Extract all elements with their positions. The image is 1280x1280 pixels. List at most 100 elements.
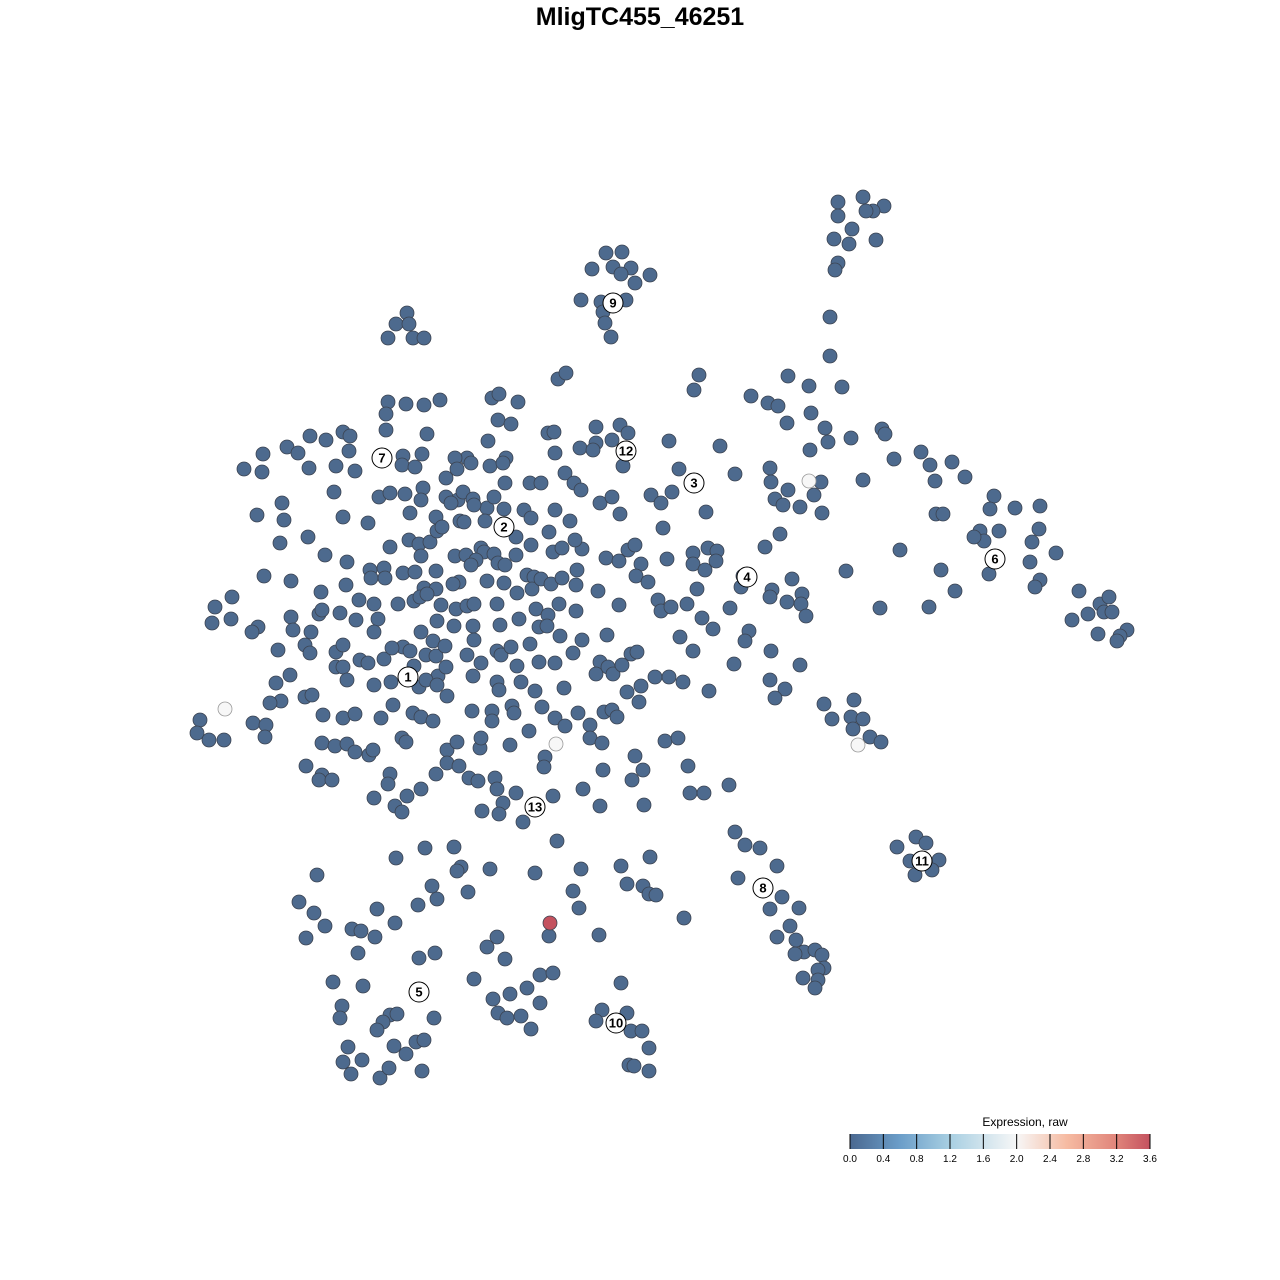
data-point [752,840,768,856]
data-point [727,466,743,482]
data-point [697,562,713,578]
data-point [592,495,608,511]
data-point [770,398,786,414]
colorbar-tick-label: 3.6 [1143,1154,1157,1165]
data-point [762,672,778,688]
data-point [407,564,423,580]
cluster-label-text: 9 [609,296,616,311]
data-point [708,553,724,569]
data-point [490,412,506,428]
data-point [935,506,951,522]
data-point [588,419,604,435]
data-point [827,262,843,278]
data-point [427,945,443,961]
data-point [366,790,382,806]
data-point [386,1038,402,1054]
data-point [401,316,417,332]
data-point [841,236,857,252]
data-point [573,861,589,877]
data-point [762,901,778,917]
data-point [425,713,441,729]
data-point [394,804,410,820]
data-point [300,529,316,545]
data-point [438,659,454,675]
data-point [434,519,450,535]
data-point [311,772,327,788]
data-point [689,581,705,597]
data-point [262,695,278,711]
data-point [838,563,854,579]
data-point [814,947,830,963]
data-point [844,221,860,237]
data-point [611,597,627,613]
data-point [830,194,846,210]
colorbar-tick-label: 2.0 [1010,1154,1024,1165]
data-point [727,824,743,840]
data-point [426,1010,442,1026]
data-point [216,732,232,748]
data-point [489,781,505,797]
data-point [354,1052,370,1068]
data-point [604,489,620,505]
data-point [341,443,357,459]
data-point [446,618,462,634]
data-point [480,433,496,449]
data-point [433,597,449,613]
data-point [428,766,444,782]
data-point [763,474,779,490]
data-point [816,696,832,712]
colorbar-tick-label: 1.6 [976,1154,990,1165]
data-point [549,833,565,849]
data-point [792,499,808,515]
data-point [383,674,399,690]
data-point [236,461,252,477]
data-point [283,609,299,625]
data-point [806,487,822,503]
data-point [503,416,519,432]
data-point [642,267,658,283]
data-point [599,627,615,643]
chart-title: MligTC455_46251 [535,3,745,31]
data-point [416,330,432,346]
data-point [705,621,721,637]
data-point [244,624,260,640]
data-point [830,208,846,224]
data-point [820,434,836,450]
data-point [378,422,394,438]
data-point [642,849,658,865]
data-point [568,577,584,593]
data-point [1027,579,1043,595]
data-point [224,589,240,605]
data-point [701,683,717,699]
data-point [506,705,522,721]
data-point [1080,606,1096,622]
data-point [313,584,329,600]
data-point [465,618,481,634]
data-point [443,495,459,511]
data-point [432,392,448,408]
data-point [491,806,507,822]
data-point [547,445,563,461]
data-point [556,680,572,696]
data-point [685,556,701,572]
data-point [332,1010,348,1026]
data-point [428,648,444,664]
data-point [410,897,426,913]
data-point [272,535,288,551]
data-point [663,599,679,615]
data-point [822,309,838,325]
data-point [335,509,351,525]
data-point [328,458,344,474]
cluster-label: 10 [605,1012,627,1034]
data-point [872,600,888,616]
data-point [317,918,333,934]
data-point [268,675,284,691]
cluster-label-text: 11 [915,854,929,869]
data-point [437,638,453,654]
data-point [398,734,414,750]
data-point [551,596,567,612]
data-point [519,980,535,996]
data-point [743,388,759,404]
data-point [1048,545,1064,561]
data-point [402,643,418,659]
